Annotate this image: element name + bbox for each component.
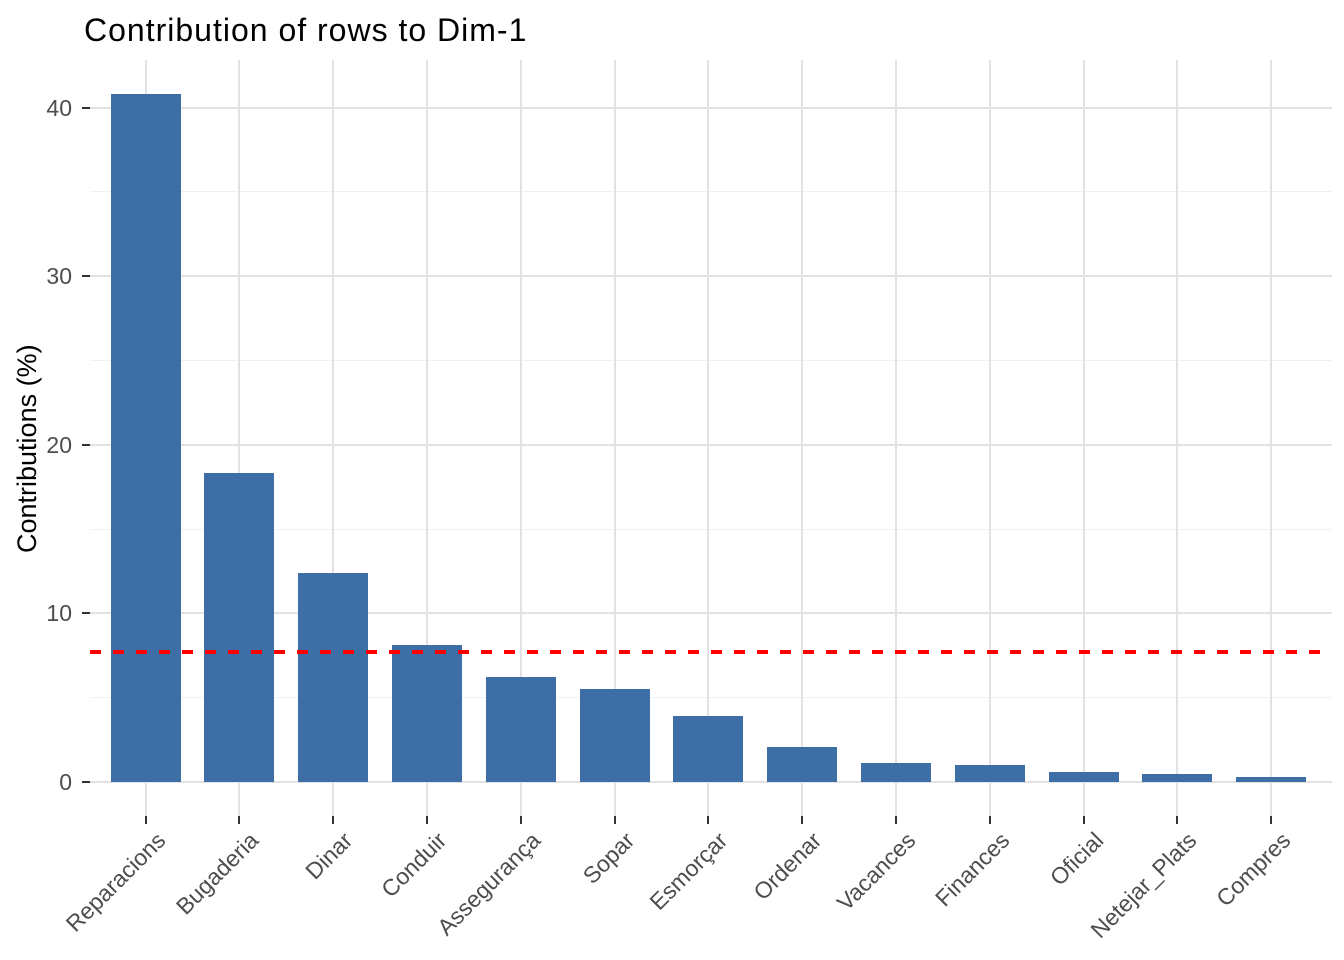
x-axis-tick bbox=[1270, 816, 1273, 824]
v-gridline bbox=[425, 60, 428, 816]
x-axis-tick bbox=[801, 816, 804, 824]
x-axis-tick bbox=[707, 816, 710, 824]
v-gridline bbox=[801, 60, 804, 816]
y-axis-tick-label: 30 bbox=[46, 263, 72, 290]
y-axis-tick-label: 0 bbox=[59, 769, 72, 795]
v-gridline bbox=[332, 60, 335, 816]
h-gridline-major bbox=[90, 443, 1332, 446]
y-axis-tick bbox=[82, 781, 90, 783]
h-gridline-minor bbox=[90, 191, 1332, 193]
y-axis-tick bbox=[82, 106, 90, 109]
y-axis-tick bbox=[82, 443, 90, 446]
bar-esmorçar bbox=[673, 716, 744, 782]
bar-netejar_plats bbox=[1142, 773, 1213, 782]
v-gridline bbox=[1176, 60, 1179, 816]
x-axis-tick bbox=[238, 816, 241, 824]
y-axis-tick bbox=[82, 275, 90, 278]
bar-sopar bbox=[579, 689, 650, 782]
v-gridline bbox=[1270, 60, 1273, 816]
x-axis-tick bbox=[425, 816, 428, 824]
v-gridline bbox=[613, 60, 616, 816]
x-axis-tick bbox=[1176, 816, 1179, 824]
chart-title: Contribution of rows to Dim-1 bbox=[84, 12, 528, 48]
bar-finances bbox=[954, 765, 1025, 782]
x-axis-tick bbox=[1082, 816, 1085, 824]
v-gridline bbox=[519, 60, 522, 816]
y-axis-tick-label: 40 bbox=[46, 94, 72, 121]
h-gridline-minor bbox=[90, 697, 1332, 699]
bar-assegurança bbox=[485, 677, 556, 782]
v-gridline bbox=[894, 60, 897, 816]
bar-compres bbox=[1236, 776, 1307, 782]
y-axis-tick-label: 20 bbox=[46, 431, 72, 458]
x-axis-tick bbox=[613, 816, 616, 824]
x-axis-tick bbox=[144, 816, 147, 824]
bar-dinar bbox=[298, 572, 369, 782]
bar-bugaderia bbox=[204, 473, 275, 782]
h-gridline-major bbox=[90, 781, 1332, 783]
h-gridline-minor bbox=[90, 528, 1332, 530]
x-axis-tick bbox=[332, 816, 335, 824]
x-axis-tick bbox=[988, 816, 991, 824]
x-axis-tick bbox=[894, 816, 897, 824]
h-gridline-major bbox=[90, 612, 1332, 615]
bar-vacances bbox=[860, 763, 931, 782]
bar-oficial bbox=[1048, 771, 1119, 782]
x-axis-tick bbox=[519, 816, 522, 824]
h-gridline-major bbox=[90, 106, 1332, 109]
h-gridline-major bbox=[90, 275, 1332, 278]
v-gridline bbox=[238, 60, 241, 816]
y-axis-tick-label: 10 bbox=[46, 600, 72, 627]
reference-line bbox=[90, 650, 1332, 655]
v-gridline bbox=[1082, 60, 1085, 816]
h-gridline-minor bbox=[90, 360, 1332, 361]
v-gridline bbox=[707, 60, 710, 816]
bar-reparacions bbox=[110, 94, 181, 782]
bar-ordenar bbox=[767, 746, 838, 782]
v-gridline bbox=[988, 60, 991, 816]
bar-conduir bbox=[391, 645, 462, 782]
y-axis-tick bbox=[82, 612, 90, 615]
